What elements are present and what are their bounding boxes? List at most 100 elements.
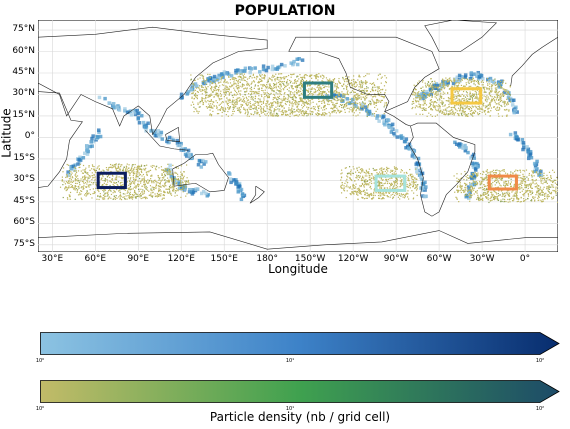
particle-dot [307, 108, 309, 110]
particle-dot [307, 113, 309, 115]
particle-dot [295, 101, 297, 103]
particle-dot [358, 97, 360, 99]
particle-dot [340, 177, 343, 179]
particle-dot [296, 102, 298, 104]
particle-dot [97, 189, 100, 191]
particle-dot [236, 107, 238, 109]
particle-dot [431, 84, 433, 86]
particle-dot [217, 94, 219, 96]
particle-dot [426, 96, 428, 98]
particle-dot [235, 105, 237, 107]
particle-dot [164, 191, 166, 194]
particle-dot [197, 103, 199, 106]
particle-dot [67, 182, 69, 184]
particle-dot [70, 183, 72, 186]
particle-dot [424, 93, 427, 96]
particle-dot [333, 91, 335, 93]
particle-dot [84, 171, 87, 173]
particle-dot [309, 74, 311, 76]
ocean-density-cell [390, 122, 395, 127]
particle-dot [485, 87, 488, 89]
particle-dot [252, 99, 254, 101]
particle-dot [269, 78, 271, 80]
particle-dot [294, 81, 296, 83]
particle-dot [80, 187, 82, 189]
particle-dot [363, 171, 365, 173]
particle-dot [164, 175, 167, 177]
ocean-density-cell [295, 57, 299, 61]
particle-dot [98, 168, 100, 171]
particle-dot [335, 112, 337, 114]
particle-dot [283, 80, 286, 83]
particle-dot [170, 177, 172, 179]
particle-dot [260, 106, 262, 108]
particle-dot [444, 109, 446, 111]
particle-dot [415, 178, 417, 180]
particle-dot [408, 178, 410, 180]
particle-dot [102, 184, 104, 186]
particle-dot [144, 183, 146, 186]
particle-dot [361, 90, 363, 92]
particle-dot [254, 85, 256, 87]
particle-dot [293, 94, 295, 96]
particle-dot [359, 76, 361, 78]
particle-dot [242, 84, 244, 86]
particle-dot [442, 109, 444, 111]
ocean-density-cell [178, 143, 183, 148]
particle-dot [368, 168, 370, 170]
ocean-density-cell [429, 92, 433, 97]
particle-dot [486, 101, 488, 103]
particle-dot [213, 89, 216, 92]
particle-dot [360, 109, 363, 111]
particle-dot [93, 173, 95, 176]
particle-dot [224, 80, 226, 82]
particle-dot [488, 111, 490, 113]
particle-dot [299, 97, 301, 99]
particle-dot [370, 104, 372, 106]
particle-dot [253, 108, 255, 110]
particle-dot [183, 171, 185, 173]
particle-dot [318, 84, 320, 86]
particle-dot [385, 168, 388, 171]
ocean-density-cell [152, 131, 157, 136]
particle-dot [310, 114, 312, 116]
particle-dot [417, 92, 419, 94]
particle-dot [227, 88, 229, 90]
particle-dot [346, 107, 348, 109]
particle-dot [332, 79, 334, 81]
particle-dot [371, 182, 373, 185]
particle-dot [104, 179, 106, 182]
particle-dot [354, 94, 356, 96]
particle-dot [301, 114, 303, 116]
particle-dot [69, 191, 72, 194]
particle-dot [277, 108, 279, 110]
particle-dot [289, 100, 291, 102]
ocean-density-cell [475, 74, 479, 78]
particle-dot [318, 87, 320, 89]
particle-dot [377, 74, 380, 76]
particle-dot [365, 173, 367, 175]
particle-dot [502, 88, 504, 90]
particle-dot [207, 86, 209, 88]
particle-dot [436, 87, 438, 89]
particle-dot [473, 94, 475, 97]
particle-dot [445, 77, 447, 79]
particle-dot [377, 86, 380, 88]
particle-dot [501, 99, 503, 102]
particle-dot [226, 86, 228, 88]
particle-dot [469, 96, 471, 98]
ocean-density-cell [469, 71, 474, 75]
particle-dot [164, 170, 166, 173]
particle-dot [126, 171, 128, 173]
particle-dot [286, 80, 288, 83]
particle-dot [456, 90, 458, 93]
particle-dot [340, 179, 342, 181]
particle-dot [484, 110, 486, 112]
particle-dot [135, 186, 138, 188]
particle-dot [349, 192, 351, 195]
particle-dot [384, 194, 386, 196]
particle-dot [475, 93, 477, 95]
particle-dot [357, 95, 359, 97]
particle-dot [377, 92, 379, 94]
particle-dot [453, 106, 456, 108]
